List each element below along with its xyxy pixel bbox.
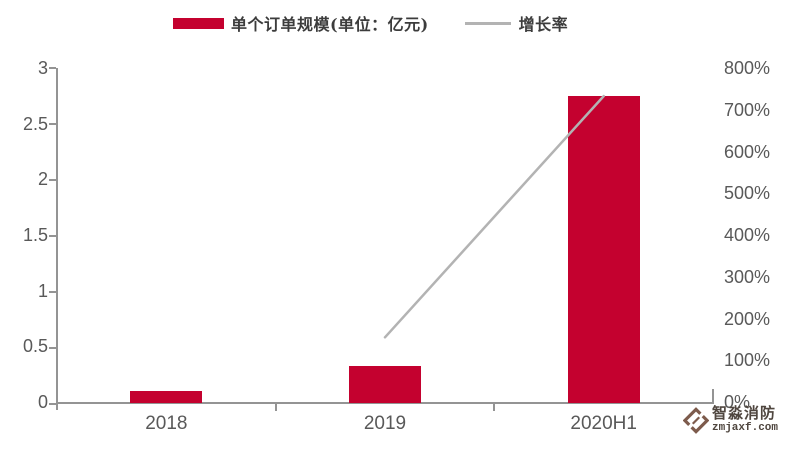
left-tick-label: 0: [37, 391, 48, 412]
plot-area: [57, 68, 713, 403]
right-tick-label: 100%: [724, 350, 771, 371]
watermark: 智淼消防 zmjaxf.com: [683, 406, 778, 434]
bar-series-swatch: [173, 17, 224, 29]
right-tick-label: 500%: [724, 183, 771, 204]
watermark-logo-icon: [683, 406, 709, 434]
x-tick-label: 2020H1: [570, 413, 637, 434]
x-axis-tick: [275, 403, 277, 411]
legend-item-line: 增长率: [429, 11, 569, 35]
legend-bar-label: 单个订单规模(单位：亿元): [231, 15, 429, 34]
legend-line-label: 增长率: [518, 15, 569, 34]
x-axis-labels: 2018 2019 2020H1: [57, 413, 713, 435]
x-tick-label: 2018: [145, 413, 188, 434]
watermark-text: 智淼消防 zmjaxf.com: [712, 406, 778, 434]
left-tick-label: 1: [37, 280, 48, 301]
left-tick-label: 2: [37, 169, 48, 190]
right-tick-label: 300%: [724, 266, 771, 287]
left-tick-label: 1.5: [22, 224, 48, 245]
bar: [349, 366, 421, 403]
right-tick-label: 400%: [724, 225, 771, 245]
right-tick-label: 800%: [724, 58, 771, 78]
line-series-swatch: [464, 21, 511, 25]
left-axis-labels: 3 2.5 2 1.5 1 0.5 0: [0, 58, 48, 412]
right-tick-label: 700%: [724, 99, 771, 120]
bar: [567, 95, 640, 403]
watermark-domain: zmjaxf.com: [712, 422, 779, 434]
right-tick-label: 600%: [724, 141, 771, 162]
legend: 单个订单规模(单位：亿元) 增长率: [173, 12, 568, 34]
left-tick-label: 0.5: [22, 336, 48, 357]
right-tick-label: 0%: [724, 392, 751, 412]
right-tick-label: 200%: [724, 308, 771, 329]
left-tick-label: 2.5: [22, 113, 48, 134]
left-axis-ticks: [49, 67, 56, 405]
right-axis-stub: [712, 389, 714, 404]
x-axis-line: [56, 402, 714, 404]
x-axis-tick: [493, 403, 495, 411]
bar: [130, 390, 203, 403]
left-axis-line: [56, 68, 58, 410]
x-tick-label: 2019: [363, 413, 407, 434]
watermark-brand: 智淼消防: [712, 404, 777, 422]
right-axis-labels: 800% 700% 600% 500% 400% 300% 200% 100% …: [724, 58, 796, 412]
legend-item-bar: 单个订单规模(单位：亿元): [173, 11, 429, 35]
left-tick-label: 3: [37, 58, 48, 78]
